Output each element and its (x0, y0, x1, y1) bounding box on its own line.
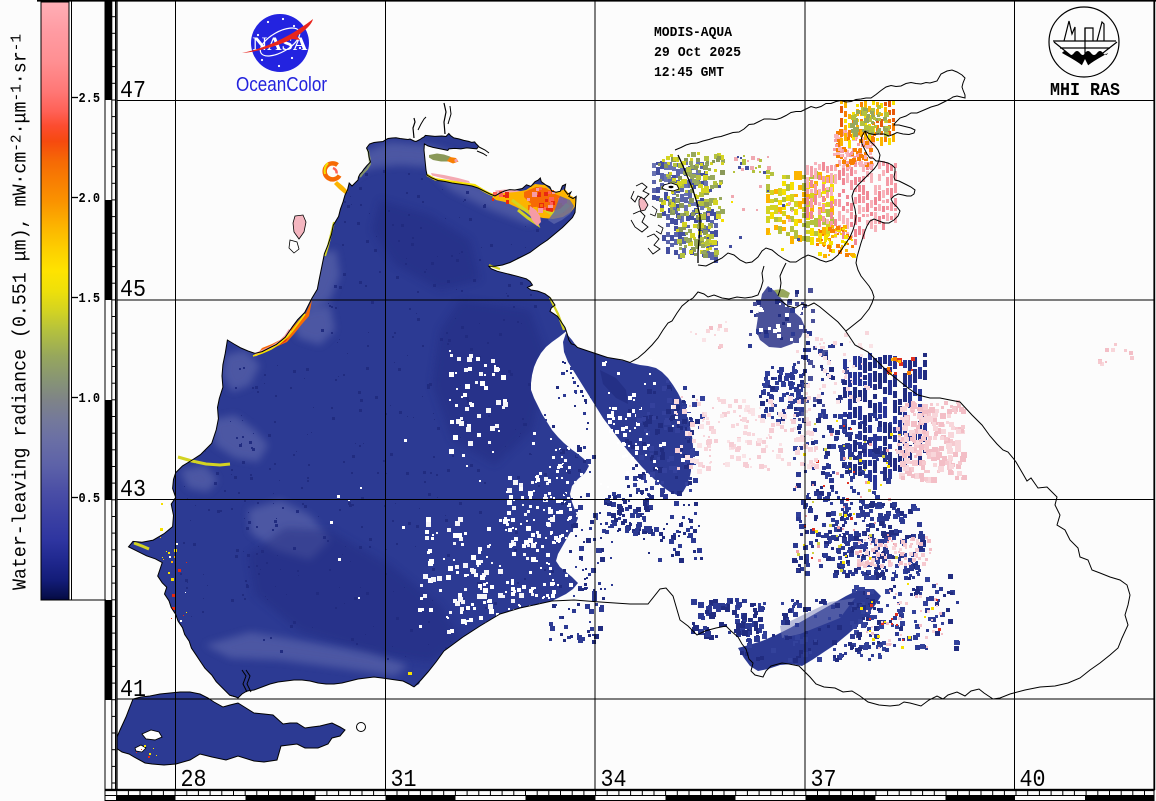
svg-text:Water-leaving radiance (0.551: Water-leaving radiance (0.551 μm), mW·cm… (9, 34, 32, 590)
svg-text:37: 37 (811, 767, 837, 794)
svg-text:1.5: 1.5 (79, 291, 101, 307)
svg-text:OceanColor: OceanColor (236, 74, 327, 96)
svg-text:34: 34 (601, 767, 627, 794)
svg-text:47: 47 (120, 78, 146, 105)
svg-text:43: 43 (120, 477, 146, 504)
svg-text:2.5: 2.5 (79, 91, 101, 107)
svg-text:28: 28 (181, 767, 207, 794)
svg-text:0.5: 0.5 (79, 491, 101, 507)
svg-text:31: 31 (391, 767, 417, 794)
svg-text:1.0: 1.0 (79, 391, 101, 407)
svg-text:41: 41 (120, 677, 146, 704)
svg-text:12:45 GMT: 12:45 GMT (654, 66, 724, 81)
svg-text:2.0: 2.0 (79, 191, 101, 207)
svg-text:MODIS-AQUA: MODIS-AQUA (654, 26, 733, 41)
svg-text:40: 40 (1020, 767, 1046, 794)
svg-text:MHI RAS: MHI RAS (1050, 81, 1120, 101)
svg-text:29 Oct 2025: 29 Oct 2025 (654, 46, 741, 61)
svg-text:NASA: NASA (253, 34, 308, 55)
svg-text:45: 45 (120, 277, 146, 304)
